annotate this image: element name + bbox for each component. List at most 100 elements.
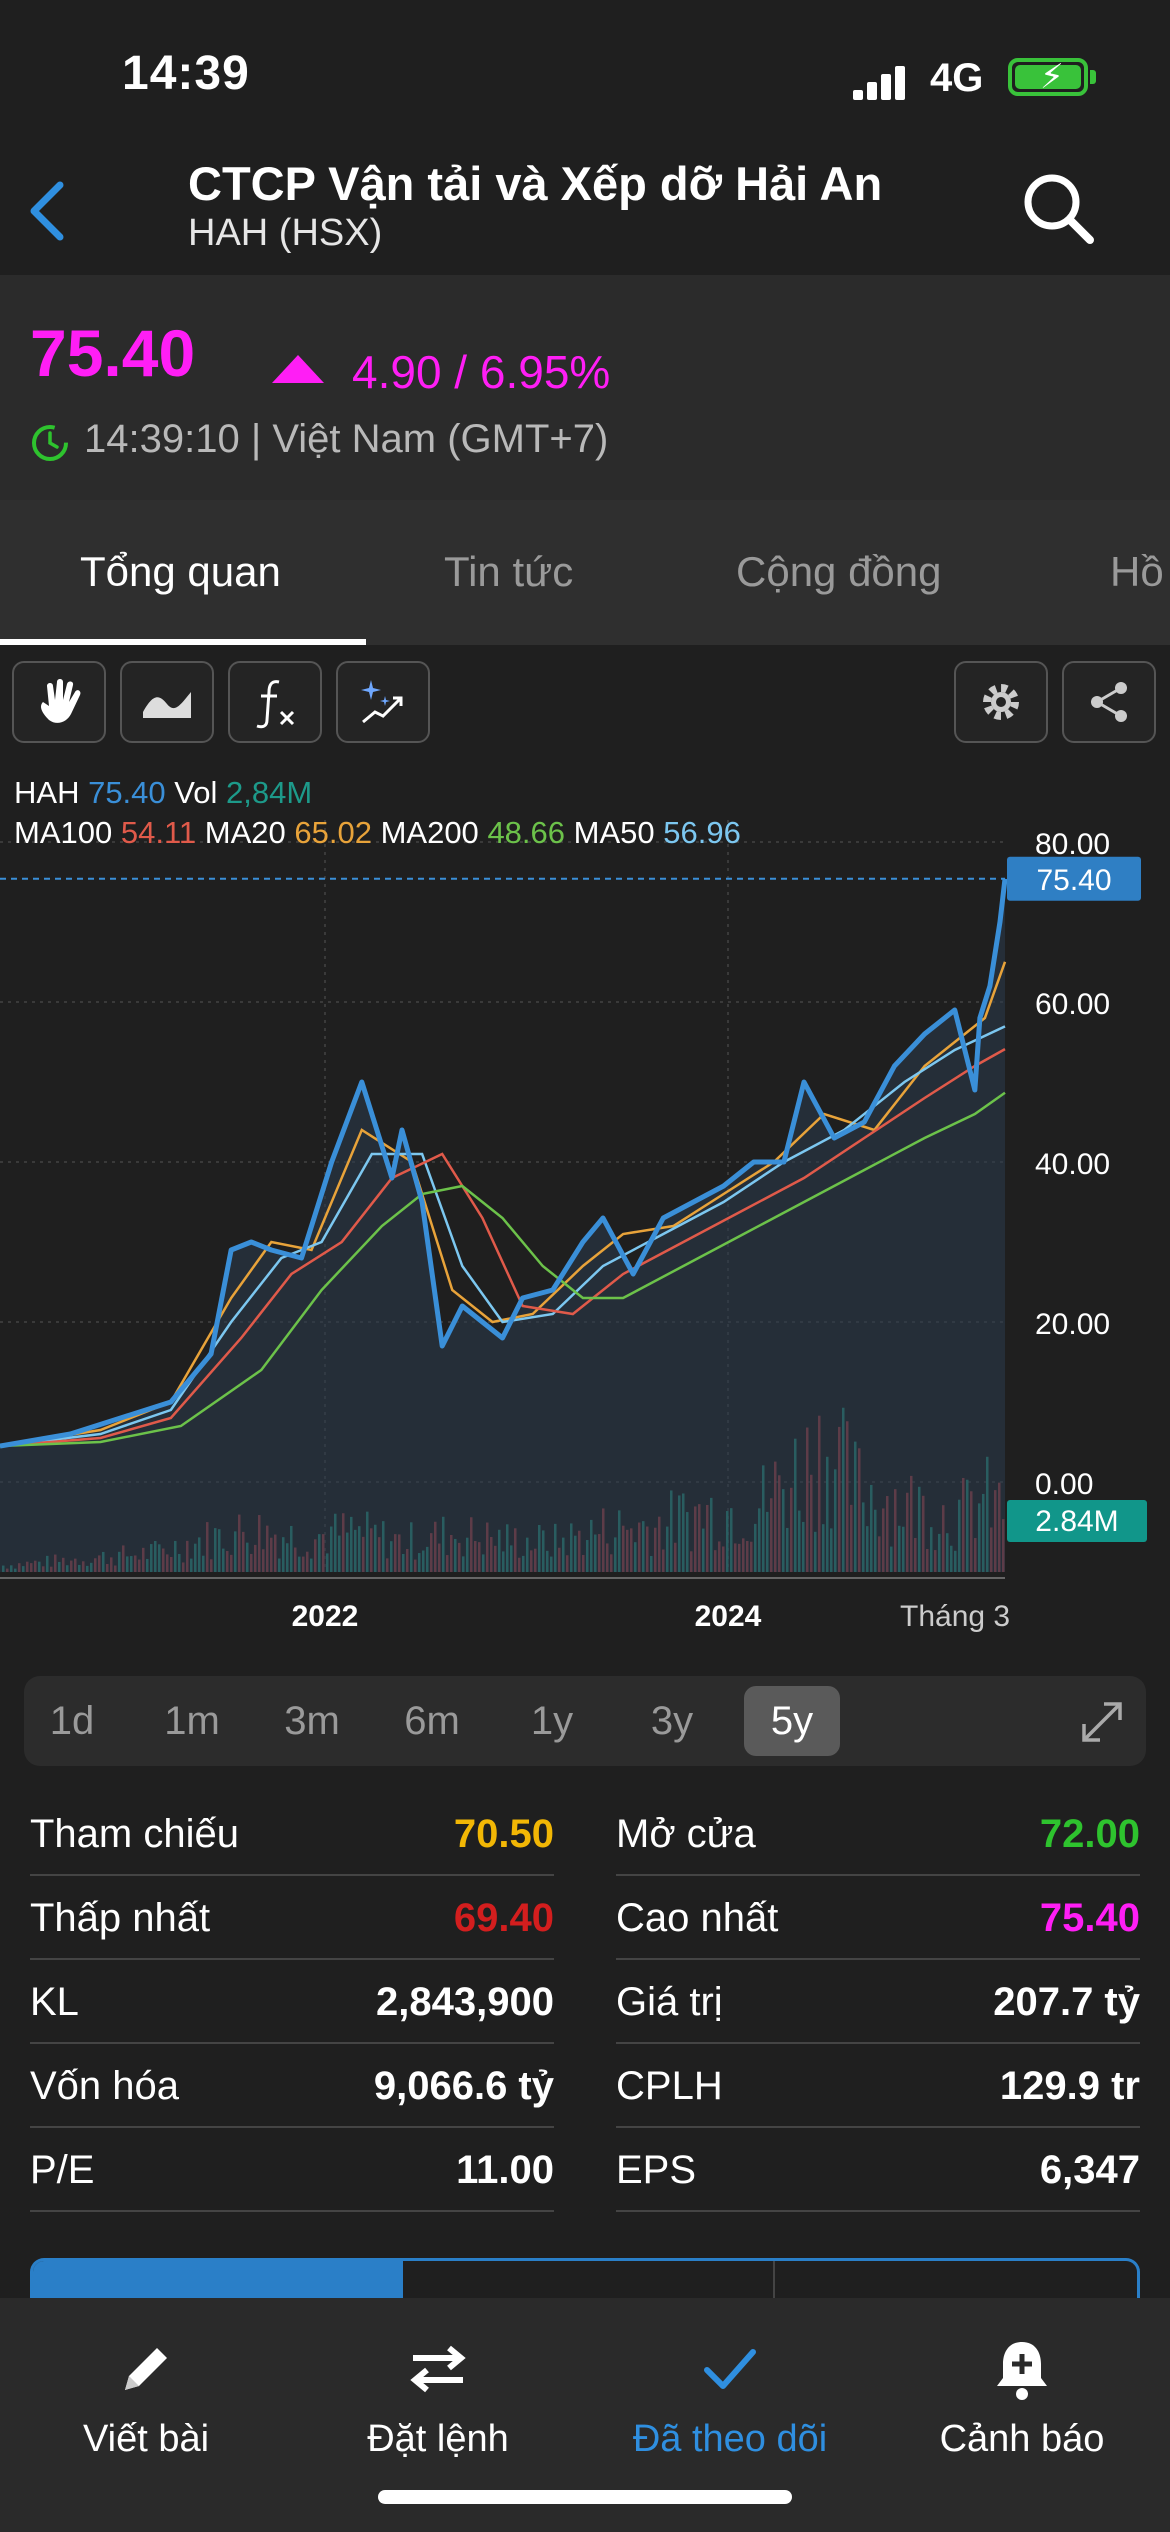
- price-area-fill: [0, 878, 1005, 1572]
- legend-ma200: 48.66: [487, 815, 566, 850]
- nav-alerts[interactable]: Cảnh báo: [892, 2334, 1152, 2461]
- sub-tab-divider: [773, 2261, 775, 2298]
- chevron-left-icon: [30, 181, 64, 241]
- range-3m[interactable]: 3m: [284, 1699, 340, 1743]
- stat-market-cap: Vốn hóa 9,066.6 tỷ: [30, 2044, 554, 2128]
- stat-label: Tham chiếu: [30, 1812, 239, 1856]
- price-line: [0, 878, 1008, 1449]
- range-1m[interactable]: 1m: [164, 1699, 220, 1743]
- sub-tab-bar[interactable]: [30, 2258, 1140, 2298]
- nav-label: Đặt lệnh: [367, 2418, 509, 2460]
- pan-tool-button[interactable]: [12, 661, 106, 743]
- legend-last: 75.40: [88, 775, 166, 810]
- nav-place-order[interactable]: Đặt lệnh: [308, 2334, 568, 2461]
- legend-ma20-label: MA20: [204, 815, 286, 850]
- status-bar: 14:39 4G ⚡: [0, 0, 1170, 150]
- stat-value: 75.40: [1039, 1896, 1140, 1940]
- stat-value: 70.50: [453, 1812, 554, 1856]
- stat-value: 9,066.6 tỷ: [373, 2064, 554, 2108]
- stat-value-traded: Giá trị 207.7 tỷ: [616, 1960, 1140, 2044]
- range-selector: 1d 1m 3m 6m 1y 3y 5y: [24, 1676, 1146, 1766]
- stat-label: Thấp nhất: [30, 1896, 211, 1940]
- stat-value: 69.40: [453, 1896, 554, 1940]
- share-button[interactable]: [1062, 661, 1156, 743]
- check-icon: [704, 2349, 756, 2389]
- range-1d[interactable]: 1d: [49, 1699, 95, 1743]
- y-tick-label: 20.00: [1035, 1308, 1110, 1341]
- stat-pe: P/E 11.00: [30, 2128, 554, 2212]
- company-name: CTCP Vận tải và Xếp dỡ Hải An: [188, 157, 883, 210]
- expand-icon[interactable]: [1074, 1694, 1130, 1750]
- nav-label: Viết bài: [82, 2418, 210, 2460]
- stat-eps: EPS 6,347: [616, 2128, 1140, 2212]
- legend-ma100-label: MA100: [14, 815, 113, 850]
- share-icon: [1091, 682, 1127, 722]
- price-chart[interactable]: 80.00 60.00 40.00 20.00 0.00 75.40 2.84M 2022 20…: [0, 760, 1170, 1640]
- y-tick-label: 40.00: [1035, 1148, 1110, 1181]
- search-icon: [1024, 174, 1094, 244]
- tab-overview[interactable]: Tổng quan: [80, 548, 281, 595]
- last-price-tag: [1007, 856, 1141, 901]
- x-tick-label: 2022: [292, 1600, 359, 1633]
- function-icon: [256, 680, 295, 729]
- tab-community[interactable]: Cộng đồng: [736, 548, 942, 595]
- tab-profile[interactable]: Hồ: [1110, 548, 1164, 595]
- legend-ma100: 54.11: [120, 815, 197, 850]
- legend-line-2: MA100 54.11 MA20 65.02 MA200 48.66 MA50 …: [14, 813, 741, 853]
- header: CTCP Vận tải và Xếp dỡ Hải An HAH (HSX): [0, 150, 1170, 275]
- ai-drawing-button[interactable]: [336, 661, 430, 743]
- stat-label: KL: [30, 1980, 79, 2024]
- stat-label: EPS: [616, 2148, 697, 2192]
- stat-label: P/E: [30, 2148, 95, 2192]
- stat-label: Cao nhất: [616, 1896, 779, 1940]
- ticker-exchange: HAH (HSX): [188, 212, 383, 254]
- stat-label: Giá trị: [616, 1980, 723, 2024]
- x-tick-label: Tháng 3: [900, 1600, 1010, 1633]
- range-3y[interactable]: 3y: [650, 1699, 694, 1743]
- price-block: 75.40 4.90 / 6.95% 14:39:10 | Việt Nam (…: [0, 275, 1170, 500]
- hand-icon: [41, 679, 81, 723]
- nav-following[interactable]: Đã theo dõi: [600, 2334, 860, 2461]
- last-price-tag-label: 75.40: [1036, 864, 1111, 897]
- status-time: 14:39: [122, 47, 250, 100]
- indicators-button[interactable]: [228, 661, 322, 743]
- refresh-clock-icon: [32, 425, 68, 461]
- chart-settings-button[interactable]: [954, 661, 1048, 743]
- range-6m[interactable]: 6m: [404, 1699, 460, 1743]
- y-tick-label: 80.00: [1035, 828, 1110, 861]
- x-tick-label: 2024: [695, 1600, 762, 1633]
- range-5y[interactable]: 5y: [744, 1686, 840, 1756]
- legend-line-1: HAH 75.40 Vol 2,84M: [14, 773, 741, 813]
- stat-value: 207.7 tỷ: [993, 1980, 1140, 2024]
- bell-plus-icon: [997, 2342, 1047, 2400]
- back-button[interactable]: [20, 175, 80, 245]
- chart-type-button[interactable]: [120, 661, 214, 743]
- bottom-nav: Viết bài Đặt lệnh Đã theo dõi Cảnh báo: [0, 2298, 1170, 2532]
- legend-ma50: 56.96: [663, 815, 741, 850]
- legend-ticker: HAH: [14, 775, 80, 810]
- range-1y[interactable]: 1y: [530, 1699, 574, 1743]
- nav-label: Đã theo dõi: [632, 2418, 828, 2460]
- stat-label: Vốn hóa: [30, 2064, 180, 2108]
- sub-tab-active[interactable]: [33, 2261, 403, 2298]
- signal-icon: [853, 62, 913, 100]
- legend-vol-label: Vol: [174, 775, 218, 810]
- battery-icon: ⚡: [1008, 58, 1088, 96]
- stat-value: 129.9 tr: [999, 2064, 1140, 2108]
- y-tick-label: 0.00: [1035, 1468, 1093, 1501]
- stat-shares-outstanding: CPLH 129.9 tr: [616, 2044, 1140, 2128]
- legend-ma20: 65.02: [294, 815, 372, 850]
- up-triangle-icon: [272, 355, 324, 383]
- stat-value: 11.00: [456, 2148, 554, 2192]
- stat-label: CPLH: [616, 2064, 723, 2108]
- settings-icon: [983, 684, 1019, 720]
- search-button[interactable]: [1018, 168, 1098, 248]
- tab-news[interactable]: Tin tức: [444, 548, 574, 595]
- network-label: 4G: [930, 56, 984, 100]
- nav-label: Cảnh báo: [939, 2418, 1105, 2460]
- stat-value: 6,347: [1039, 2148, 1140, 2192]
- price-change: 4.90 / 6.95%: [352, 346, 611, 398]
- stat-volume: KL 2,843,900: [30, 1960, 554, 2044]
- nav-write-post[interactable]: Viết bài: [16, 2334, 276, 2461]
- last-price: 75.40: [30, 316, 196, 390]
